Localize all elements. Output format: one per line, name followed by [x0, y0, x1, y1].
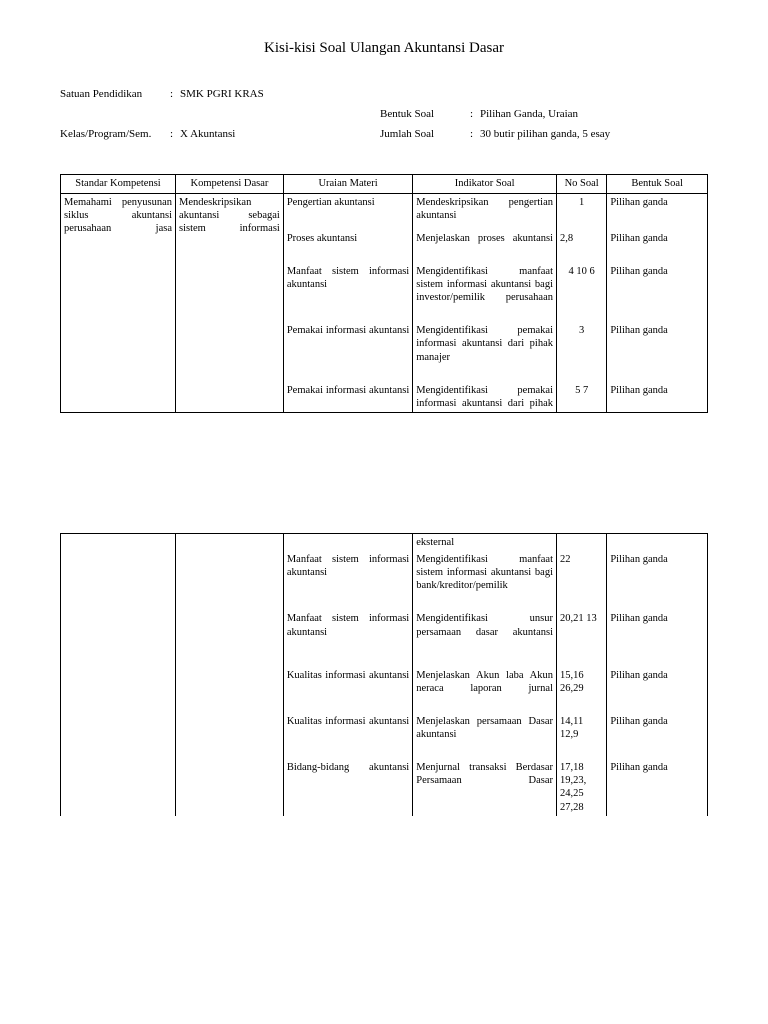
cell-is: Menjelaskan Akun laba Akun neraca lapora… [413, 667, 557, 703]
colon: : [170, 125, 180, 145]
cell-is: Menjelaskan persamaan Dasar akuntansi [413, 713, 557, 749]
cell-is: Menjurnal transaksi Berdasar Persamaan D… [413, 759, 557, 816]
cell-bs: Pilihan ganda [607, 759, 708, 816]
cell-kd [176, 533, 284, 815]
cell-is: Mendeskripsikan pengertian akuntansi [413, 193, 557, 230]
cell-no: 4 10 6 [557, 263, 607, 312]
col-bentuk: Bentuk Soal [607, 175, 708, 193]
cell-no [557, 533, 607, 551]
page-title: Kisi-kisi Soal Ulangan Akuntansi Dasar [60, 40, 708, 57]
cell-um: Pengertian akuntansi [283, 193, 412, 230]
colon: : [470, 105, 480, 125]
table-header-row: Standar Kompetensi Kompetensi Dasar Urai… [61, 175, 708, 193]
colon: : [470, 125, 480, 145]
cell-no: 22 [557, 551, 607, 600]
cell-sk: Memahami penyusunan siklus akuntansi per… [61, 193, 176, 412]
cell-bs: Pilihan ganda [607, 322, 708, 371]
cell-um: Bidang-bidang akuntansi [283, 759, 412, 816]
col-uraian: Uraian Materi [283, 175, 412, 193]
cell-no: 3 [557, 322, 607, 371]
cell-is: Mengidentifikasi unsur persamaan dasar a… [413, 610, 557, 646]
cell-um: Manfaat sistem informasi akuntansi [283, 263, 412, 312]
cell-no: 14,11 12,9 [557, 713, 607, 749]
col-kompetensi: Kompetensi Dasar [176, 175, 284, 193]
kisi-table-2: eksternal Manfaat sistem informasi akunt… [60, 533, 708, 816]
cell-is: Mengidentifikasi pemakai informasi akunt… [413, 382, 557, 413]
meta-jumlah-value: 30 butir pilihan ganda, 5 esay [480, 125, 708, 145]
cell-bs: Pilihan ganda [607, 193, 708, 230]
page-gap [60, 413, 708, 533]
cell-no: 1 [557, 193, 607, 230]
cell-um: Proses akuntansi [283, 230, 412, 253]
cell-bs: Pilihan ganda [607, 551, 708, 600]
cell-sk [61, 533, 176, 815]
cell-um: Pemakai informasi akuntansi [283, 322, 412, 371]
cell-um: Manfaat sistem informasi akuntansi [283, 551, 412, 600]
col-indikator: Indikator Soal [413, 175, 557, 193]
meta-bentuk-value: Pilihan Ganda, Uraian [480, 105, 708, 125]
table-row: eksternal [61, 533, 708, 551]
cell-bs: Pilihan ganda [607, 382, 708, 413]
cell-bs: Pilihan ganda [607, 230, 708, 253]
cell-no: 2,8 [557, 230, 607, 253]
colon: : [170, 85, 180, 105]
cell-is: Mengidentifikasi manfaat sistem informas… [413, 551, 557, 600]
meta-satuan-value: SMK PGRI KRAS [180, 85, 380, 105]
cell-um: Kualitas informasi akuntansi [283, 713, 412, 749]
cell-no: 20,21 13 [557, 610, 607, 646]
cell-um: Kualitas informasi akuntansi [283, 667, 412, 703]
cell-um: Manfaat sistem informasi akuntansi [283, 610, 412, 646]
cell-um: Pemakai informasi akuntansi [283, 382, 412, 413]
cell-is: Mengidentifikasi pemakai informasi akunt… [413, 322, 557, 371]
cell-um [283, 533, 412, 551]
cell-bs: Pilihan ganda [607, 263, 708, 312]
cell-is: Mengidentifikasi manfaat sistem informas… [413, 263, 557, 312]
meta-kelas-label: Kelas/Program/Sem. [60, 125, 170, 145]
cell-is: eksternal [413, 533, 557, 551]
meta-block: Satuan Pendidikan : SMK PGRI KRAS Bentuk… [60, 85, 708, 144]
cell-kd: Mendeskripsikan akuntansi sebagai sistem… [176, 193, 284, 412]
meta-jumlah-label: Jumlah Soal [380, 125, 470, 145]
cell-bs [607, 533, 708, 551]
meta-satuan-label: Satuan Pendidikan [60, 85, 170, 105]
cell-bs: Pilihan ganda [607, 610, 708, 646]
col-standar: Standar Kompetensi [61, 175, 176, 193]
col-no: No Soal [557, 175, 607, 193]
cell-bs: Pilihan ganda [607, 667, 708, 703]
kisi-table-1: Standar Kompetensi Kompetensi Dasar Urai… [60, 174, 708, 413]
cell-no: 15,16 26,29 [557, 667, 607, 703]
table-row: Memahami penyusunan siklus akuntansi per… [61, 193, 708, 230]
cell-no: 17,18 19,23, 24,25 27,28 [557, 759, 607, 816]
meta-kelas-value: X Akuntansi [180, 125, 380, 145]
cell-bs: Pilihan ganda [607, 713, 708, 749]
meta-bentuk-label: Bentuk Soal [380, 105, 470, 125]
cell-no: 5 7 [557, 382, 607, 413]
cell-is: Menjelaskan proses akuntansi [413, 230, 557, 253]
